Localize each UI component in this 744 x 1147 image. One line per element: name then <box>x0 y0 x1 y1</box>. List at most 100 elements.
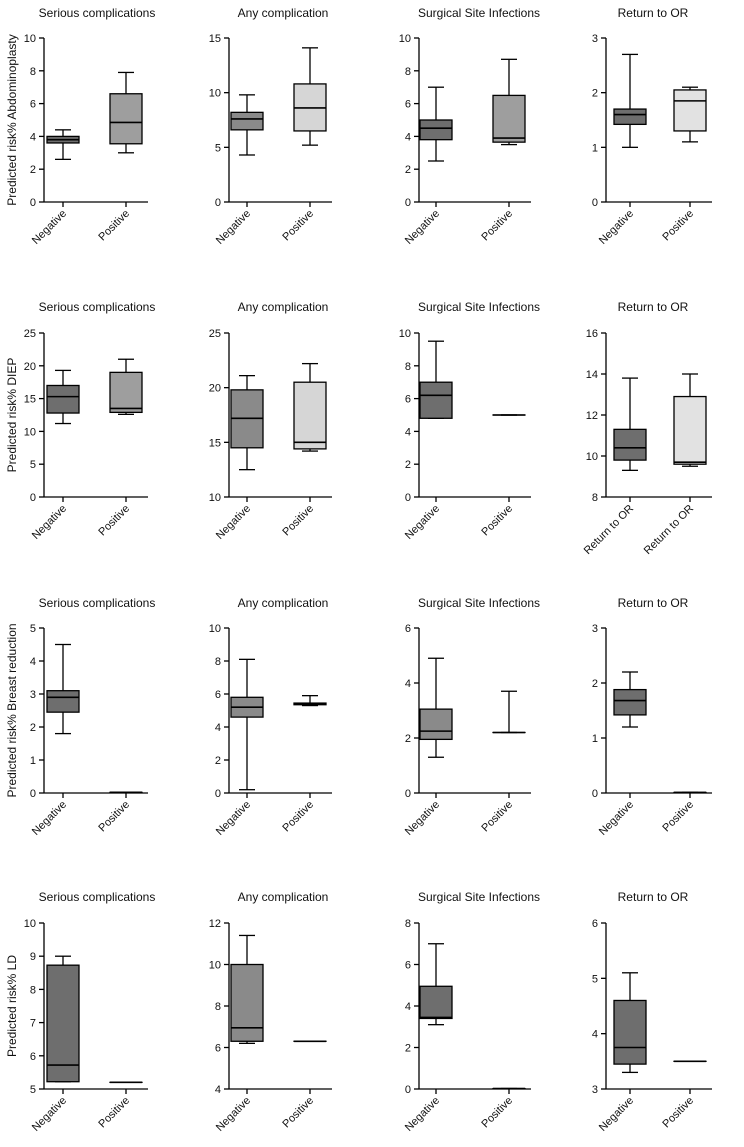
x-category-label: Negative <box>403 799 442 838</box>
y-tick-label: 0 <box>215 788 221 800</box>
y-tick-label: 2 <box>592 678 598 690</box>
x-category-label: Negative <box>214 208 253 247</box>
chart-title: Surgical Site Infections <box>418 890 540 904</box>
chart-panel: Any complication 0 2 4 6 8 10 Negative Positive <box>209 596 332 838</box>
x-category-label: Positive <box>660 799 696 835</box>
x-category-label: Positive <box>96 1095 132 1131</box>
y-tick-label: 10 <box>209 960 221 972</box>
x-category-label: Negative <box>30 799 69 838</box>
iqr-box <box>230 963 264 1042</box>
box-plot-negative: Negative <box>214 374 264 542</box>
box-plot-positive: Positive <box>280 695 327 834</box>
y-tick-label: 4 <box>405 1001 411 1013</box>
y-tick-label: 5 <box>215 142 221 154</box>
iqr-box <box>230 111 264 131</box>
y-tick-label: 6 <box>30 1051 36 1063</box>
y-tick-label: 0 <box>215 197 221 209</box>
chart-title: Serious complications <box>39 890 156 904</box>
box-plot-positive: Positive <box>660 86 707 244</box>
y-tick-label: 0 <box>30 197 36 209</box>
box-plot-negative: Negative <box>30 643 80 838</box>
box-plot-negative: Negative <box>214 934 264 1134</box>
y-tick-label: 2 <box>405 164 411 176</box>
y-tick-label: 20 <box>209 383 221 395</box>
y-tick-label: 6 <box>405 99 411 111</box>
iqr-box <box>492 94 526 143</box>
box-plot-positive: Positive <box>660 791 707 835</box>
box-plot-negative: Negative <box>597 53 647 247</box>
box-plot-negative: Negative <box>214 658 264 838</box>
y-tick-label: 15 <box>209 33 221 45</box>
chart-title: Any complication <box>238 596 329 610</box>
x-category-label: Positive <box>280 503 316 539</box>
y-tick-label: 0 <box>592 788 598 800</box>
y-tick-label: 10 <box>24 426 36 438</box>
y-tick-label: 8 <box>405 66 411 78</box>
y-tick-label: 0 <box>405 492 411 504</box>
chart-panel: Surgical Site Infections 0 2 4 6 8 10 Negative P… <box>399 300 540 542</box>
y-tick-label: 3 <box>592 1084 598 1096</box>
chart-panel: Any complication 10 15 20 25 Negative Positive <box>209 300 332 542</box>
y-tick-label: 6 <box>405 623 411 635</box>
chart-panel: Any complication 0 5 10 15 Negative Positive <box>209 6 332 247</box>
y-tick-label: 10 <box>24 918 36 930</box>
chart-title: Any complication <box>238 6 329 20</box>
y-tick-label: 0 <box>592 197 598 209</box>
y-tick-label: 20 <box>24 361 36 373</box>
y-tick-label: 15 <box>209 437 221 449</box>
y-tick-label: 2 <box>215 755 221 767</box>
y-tick-label: 10 <box>209 492 221 504</box>
box-plot-positive: Positive <box>479 58 526 243</box>
y-tick-label: 2 <box>30 164 36 176</box>
chart-panel: Any complication 4 6 8 10 12 Negative Positive <box>209 890 332 1134</box>
iqr-box <box>109 371 143 414</box>
x-category-label: Negative <box>403 208 442 247</box>
y-tick-label: 0 <box>30 788 36 800</box>
y-tick-label: 4 <box>405 131 411 143</box>
chart-panel: Surgical Site Infections 0 2 4 6 8 10 Negative P… <box>399 6 540 247</box>
chart-panel: Surgical Site Infections 0 2 4 6 Negative Posi… <box>403 596 540 838</box>
y-tick-label: 7 <box>30 1018 36 1030</box>
y-tick-label: 8 <box>215 656 221 668</box>
y-tick-label: 0 <box>30 492 36 504</box>
y-tick-label: 0 <box>405 197 411 209</box>
chart-title: Surgical Site Infections <box>418 6 540 20</box>
box-plot-positive: Positive <box>280 47 327 243</box>
x-category-label: Positive <box>96 799 132 835</box>
iqr-box <box>419 119 453 141</box>
y-tick-label: 4 <box>405 426 411 438</box>
y-tick-label: 14 <box>586 369 598 381</box>
x-category-label: Positive <box>280 1095 316 1131</box>
iqr-box <box>613 428 647 461</box>
y-tick-label: 25 <box>209 328 221 340</box>
y-tick-label: 4 <box>30 656 36 668</box>
box-plot-negative: Return to OR <box>582 377 647 557</box>
chart-panel: Surgical Site Infections 0 2 4 6 8 Negative Pos… <box>403 890 540 1134</box>
x-category-label: Negative <box>597 208 636 247</box>
y-tick-label: 6 <box>592 918 598 930</box>
y-tick-label: 5 <box>592 973 598 985</box>
iqr-box <box>46 964 80 1083</box>
x-category-label: Negative <box>30 1095 69 1134</box>
iqr-box <box>109 93 143 145</box>
y-tick-label: 1 <box>30 755 36 767</box>
box-plot-positive: Positive <box>479 414 526 538</box>
box-plot-negative: Negative <box>403 943 453 1134</box>
y-axis-label: Predicted risk% Abdominoplasty <box>5 34 19 205</box>
iqr-box <box>613 999 647 1065</box>
y-tick-label: 8 <box>592 492 598 504</box>
y-tick-label: 10 <box>399 328 411 340</box>
box-plot-positive: Positive <box>96 358 143 538</box>
y-tick-label: 8 <box>215 1001 221 1013</box>
chart-panel: Return to OR 3 4 5 6 Negative Positive <box>592 890 712 1134</box>
chart-title: Return to OR <box>618 300 689 314</box>
chart-panel: Serious complications 0 2 4 6 8 10 Predicted ri… <box>5 6 155 247</box>
y-tick-label: 1 <box>592 142 598 154</box>
y-tick-label: 16 <box>586 328 598 340</box>
x-category-label: Positive <box>660 208 696 244</box>
x-category-label: Positive <box>96 208 132 244</box>
box-plot-negative: Negative <box>30 129 80 247</box>
y-tick-label: 15 <box>24 394 36 406</box>
y-tick-label: 3 <box>30 689 36 701</box>
